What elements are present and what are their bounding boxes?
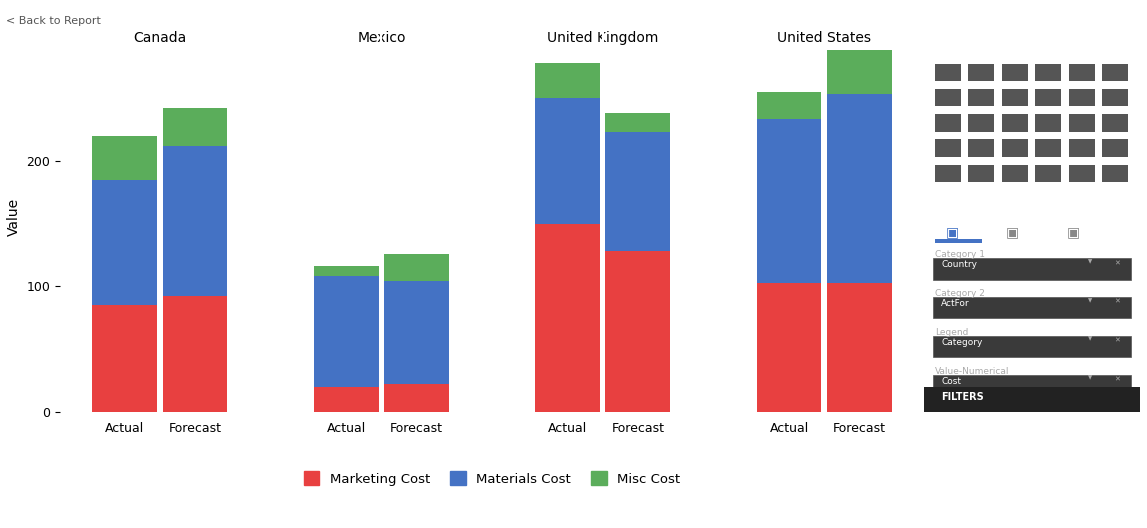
Bar: [1102, 139, 1129, 157]
Bar: [935, 165, 961, 182]
Bar: [606, 113, 670, 132]
Bar: [384, 253, 448, 281]
Bar: [1069, 139, 1094, 157]
Bar: [1001, 89, 1028, 107]
Bar: [1102, 114, 1129, 131]
Text: ▼: ▼: [1089, 298, 1092, 303]
Bar: [933, 336, 1131, 357]
Bar: [968, 165, 994, 182]
Bar: [93, 180, 157, 305]
Text: ✕: ✕: [1114, 377, 1119, 383]
Bar: [1036, 89, 1061, 107]
Text: ✕: ✕: [1114, 299, 1119, 305]
Bar: [1036, 139, 1061, 157]
Bar: [536, 63, 600, 98]
Text: Cost: Cost: [942, 377, 961, 386]
Text: ...: ...: [942, 210, 952, 220]
Legend: Marketing Cost, Materials Cost, Misc Cost: Marketing Cost, Materials Cost, Misc Cos…: [298, 466, 686, 491]
Bar: [1069, 165, 1094, 182]
Bar: [536, 98, 600, 223]
Bar: [1001, 64, 1028, 81]
Bar: [968, 64, 994, 81]
Bar: [1069, 114, 1094, 131]
Bar: [384, 384, 448, 412]
Bar: [314, 386, 379, 412]
Bar: [163, 108, 227, 146]
Text: VISUALIZATIONS: VISUALIZATIONS: [942, 34, 1038, 44]
Text: < Back to Report: < Back to Report: [6, 16, 101, 26]
Text: Canada: Canada: [133, 31, 187, 45]
Bar: [968, 89, 994, 107]
Text: Category 1: Category 1: [935, 250, 985, 259]
Bar: [1036, 114, 1061, 131]
Bar: [1036, 165, 1061, 182]
Bar: [1102, 165, 1129, 182]
Bar: [1069, 64, 1094, 81]
Text: Value-Numerical: Value-Numerical: [935, 367, 1009, 376]
Bar: [314, 266, 379, 276]
Bar: [163, 296, 227, 412]
Bar: [757, 92, 821, 119]
Bar: [933, 258, 1131, 279]
Bar: [935, 139, 961, 157]
Text: Legend: Legend: [935, 328, 968, 337]
Bar: [1102, 64, 1129, 81]
Bar: [163, 146, 227, 296]
Bar: [536, 223, 600, 412]
Bar: [935, 89, 961, 107]
Text: ✕: ✕: [1114, 260, 1119, 266]
Text: ▣: ▣: [945, 225, 959, 239]
Text: FILTERS: FILTERS: [942, 392, 984, 402]
Bar: [757, 282, 821, 412]
Bar: [968, 139, 994, 157]
Text: Mexico: Mexico: [357, 31, 406, 45]
Bar: [1001, 165, 1028, 182]
Text: ▣: ▣: [1067, 225, 1079, 239]
Text: ✕: ✕: [1114, 338, 1119, 344]
Bar: [935, 114, 961, 131]
Text: Category 2: Category 2: [935, 289, 985, 298]
Bar: [384, 281, 448, 384]
Text: ▼: ▼: [1089, 337, 1092, 342]
Bar: [1102, 89, 1129, 107]
Text: Category: Category: [942, 338, 983, 347]
Bar: [968, 114, 994, 131]
Text: >: >: [1114, 34, 1123, 44]
Text: ▼: ▼: [1089, 259, 1092, 264]
Bar: [1001, 139, 1028, 157]
Bar: [606, 132, 670, 251]
Bar: [606, 251, 670, 412]
Text: ActFor: ActFor: [942, 299, 970, 308]
Text: United Kingdom: United Kingdom: [547, 31, 658, 45]
Bar: [1069, 89, 1094, 107]
Bar: [757, 119, 821, 282]
Bar: [93, 136, 157, 180]
Bar: [935, 64, 961, 81]
Text: Country: Country: [942, 260, 977, 269]
Text: United States: United States: [778, 31, 872, 45]
Bar: [933, 297, 1131, 318]
Bar: [1001, 114, 1028, 131]
Bar: [827, 95, 891, 282]
Bar: [1036, 64, 1061, 81]
Bar: [827, 50, 891, 95]
Bar: [933, 375, 1131, 396]
Text: ▼: ▼: [1089, 375, 1092, 381]
Bar: [924, 386, 1140, 412]
Bar: [827, 282, 891, 412]
Bar: [935, 240, 982, 242]
Bar: [93, 305, 157, 412]
Y-axis label: Value: Value: [7, 198, 21, 237]
Text: ▣: ▣: [1006, 225, 1020, 239]
Bar: [314, 276, 379, 386]
